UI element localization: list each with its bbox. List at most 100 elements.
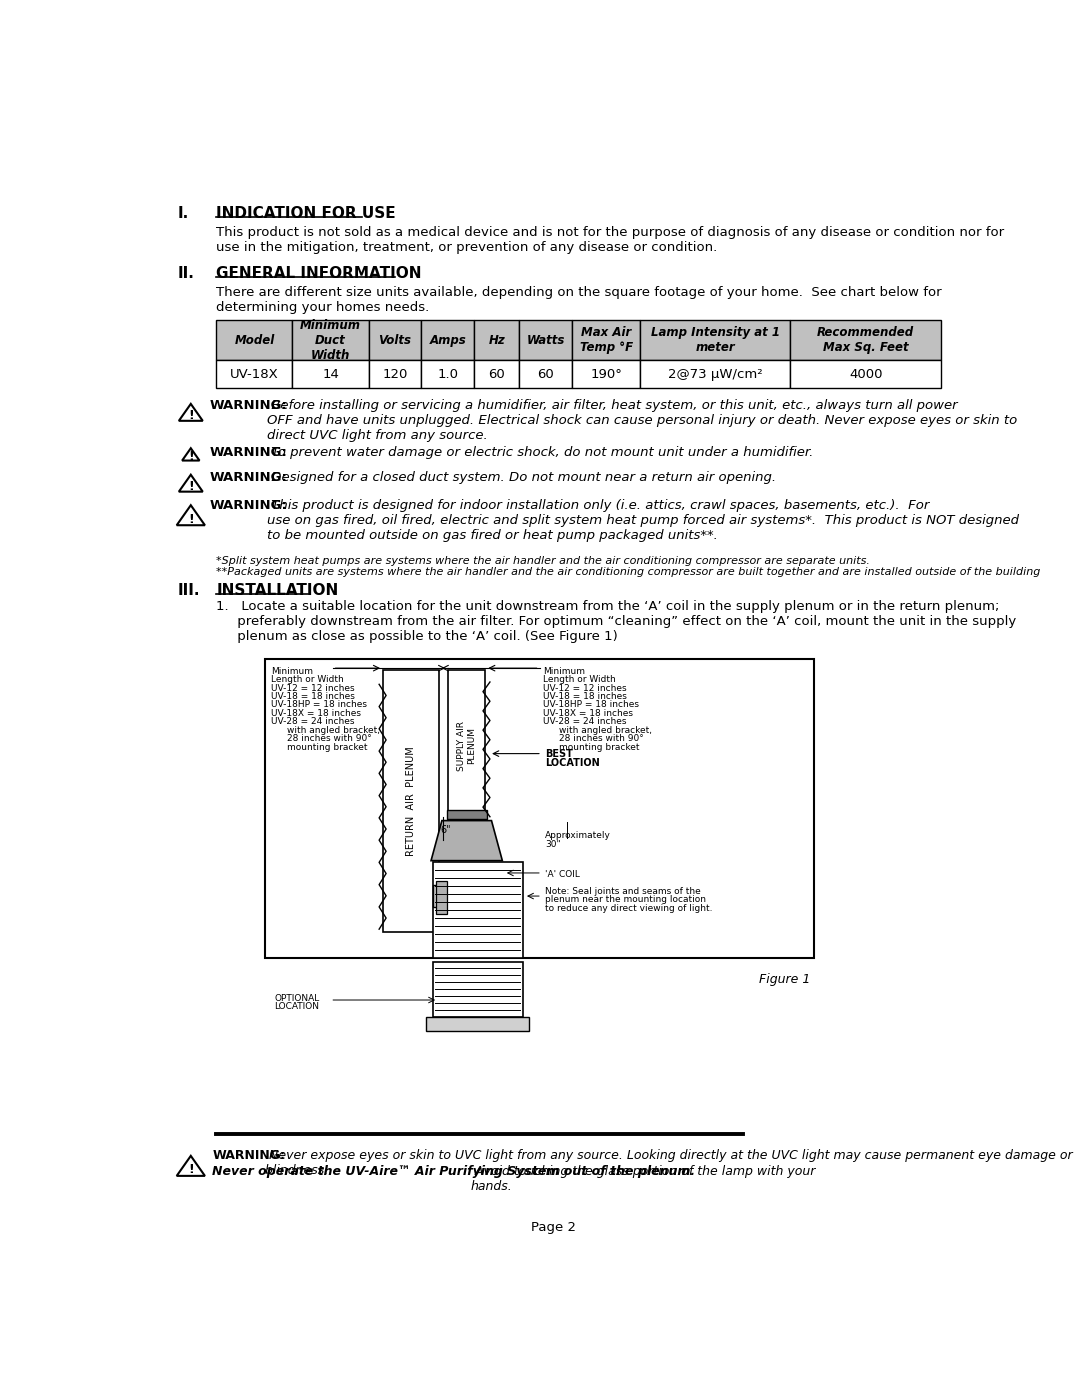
Text: WARNING:: WARNING: xyxy=(210,499,287,511)
Text: 6": 6" xyxy=(441,824,451,835)
Text: There are different size units available, depending on the square footage of you: There are different size units available… xyxy=(216,286,942,314)
Text: III.: III. xyxy=(177,584,200,598)
Text: Never expose eyes or skin to UVC light from any source. Looking directly at the : Never expose eyes or skin to UVC light f… xyxy=(266,1150,1072,1178)
Bar xyxy=(368,360,421,388)
Text: 1.0: 1.0 xyxy=(437,367,458,380)
Bar xyxy=(293,360,368,388)
Text: !: ! xyxy=(188,481,193,493)
Text: Watts: Watts xyxy=(527,334,565,346)
Polygon shape xyxy=(179,404,203,420)
Text: UV-18HP = 18 inches: UV-18HP = 18 inches xyxy=(271,700,367,710)
Bar xyxy=(640,360,791,388)
Polygon shape xyxy=(179,475,203,492)
Bar xyxy=(519,320,572,360)
Bar xyxy=(474,360,519,388)
Bar xyxy=(433,886,438,907)
Bar xyxy=(446,810,487,819)
Bar xyxy=(791,320,941,360)
Bar xyxy=(474,320,519,360)
Bar xyxy=(448,671,485,820)
Text: UV-12 = 12 inches: UV-12 = 12 inches xyxy=(543,683,627,693)
Text: !: ! xyxy=(188,513,193,525)
Text: UV-18HP = 18 inches: UV-18HP = 18 inches xyxy=(543,700,639,710)
Text: 190°: 190° xyxy=(591,367,622,380)
Text: OPTIONAL: OPTIONAL xyxy=(274,993,320,1003)
Text: WARNING:: WARNING: xyxy=(210,398,287,412)
Text: INSTALLATION: INSTALLATION xyxy=(216,584,339,598)
Bar xyxy=(572,320,640,360)
Text: Note: Seal joints and seams of the: Note: Seal joints and seams of the xyxy=(545,887,701,895)
Text: Page 2: Page 2 xyxy=(531,1221,576,1234)
Text: mounting bracket: mounting bracket xyxy=(287,743,367,752)
Bar xyxy=(433,862,523,958)
Text: UV-28 = 24 inches: UV-28 = 24 inches xyxy=(271,718,355,726)
Text: 2@73 μW/cm²: 2@73 μW/cm² xyxy=(667,367,762,380)
Text: Minimum: Minimum xyxy=(271,666,313,676)
Text: 'A' COIL: 'A' COIL xyxy=(545,870,580,879)
Text: Volts: Volts xyxy=(378,334,411,346)
Text: mounting bracket: mounting bracket xyxy=(559,743,639,752)
Bar xyxy=(427,1017,529,1031)
Bar xyxy=(216,320,293,360)
Text: Amps: Amps xyxy=(430,334,467,346)
Bar xyxy=(433,961,523,1017)
Text: !: ! xyxy=(188,409,193,422)
Text: UV-18 = 18 inches: UV-18 = 18 inches xyxy=(543,692,627,701)
Text: 120: 120 xyxy=(382,367,407,380)
Bar xyxy=(435,882,446,914)
Bar xyxy=(421,360,474,388)
Text: Length or Width: Length or Width xyxy=(543,675,617,685)
Text: Lamp Intensity at 1
meter: Lamp Intensity at 1 meter xyxy=(651,326,780,353)
Text: I.: I. xyxy=(177,207,189,221)
Polygon shape xyxy=(183,448,200,461)
Text: plenum near the mounting location: plenum near the mounting location xyxy=(545,895,706,904)
Bar xyxy=(293,320,368,360)
Text: Minimum: Minimum xyxy=(543,666,585,676)
Bar xyxy=(383,671,438,932)
Text: UV-18X = 18 inches: UV-18X = 18 inches xyxy=(271,708,362,718)
Text: WARNING:: WARNING: xyxy=(213,1150,285,1162)
Text: Figure 1: Figure 1 xyxy=(759,974,811,986)
Text: RETURN  AIR  PLENUM: RETURN AIR PLENUM xyxy=(406,746,416,856)
Text: Before installing or servicing a humidifier, air filter, heat system, or this un: Before installing or servicing a humidif… xyxy=(267,398,1017,441)
Bar xyxy=(421,320,474,360)
Text: !: ! xyxy=(188,450,193,464)
Text: Max Air
Temp °F: Max Air Temp °F xyxy=(580,326,633,353)
Text: Minimum
Duct
Width: Minimum Duct Width xyxy=(300,319,361,362)
Text: LOCATION: LOCATION xyxy=(274,1002,320,1011)
Text: INDICATION FOR USE: INDICATION FOR USE xyxy=(216,207,396,221)
Text: UV-28 = 24 inches: UV-28 = 24 inches xyxy=(543,718,626,726)
Text: 14: 14 xyxy=(322,367,339,380)
Text: Never operate the UV-Aire™ Air Purifying System out of the plenum.: Never operate the UV-Aire™ Air Purifying… xyxy=(213,1165,696,1178)
Text: WARNING:: WARNING: xyxy=(210,471,287,483)
Text: II.: II. xyxy=(177,267,194,281)
Text: Recommended
Max Sq. Feet: Recommended Max Sq. Feet xyxy=(818,326,914,353)
Text: 30": 30" xyxy=(545,840,561,849)
Text: This product is designed for indoor installation only (i.e. attics, crawl spaces: This product is designed for indoor inst… xyxy=(267,499,1018,542)
Bar xyxy=(216,360,293,388)
Bar xyxy=(791,360,941,388)
Text: *Split system heat pumps are systems where the air handler and the air condition: *Split system heat pumps are systems whe… xyxy=(216,556,870,566)
Bar xyxy=(640,320,791,360)
Text: BEST: BEST xyxy=(545,749,572,759)
Polygon shape xyxy=(177,1155,205,1176)
Text: LOCATION: LOCATION xyxy=(545,759,599,768)
Text: SUPPLY AIR
PLENUM: SUPPLY AIR PLENUM xyxy=(457,721,476,771)
Text: UV-18X = 18 inches: UV-18X = 18 inches xyxy=(543,708,634,718)
Bar xyxy=(519,360,572,388)
Text: This product is not sold as a medical device and is not for the purpose of diagn: This product is not sold as a medical de… xyxy=(216,226,1004,254)
Polygon shape xyxy=(177,506,205,525)
Text: GENERAL INFORMATION: GENERAL INFORMATION xyxy=(216,267,422,281)
Text: 60: 60 xyxy=(538,367,554,380)
Polygon shape xyxy=(431,820,502,861)
Text: **Packaged units are systems where the air handler and the air conditioning comp: **Packaged units are systems where the a… xyxy=(216,567,1041,577)
Text: 4000: 4000 xyxy=(849,367,882,380)
Text: Avoid touching the glass portion of the lamp with your
hands.: Avoid touching the glass portion of the … xyxy=(471,1165,815,1193)
Text: 1.   Locate a suitable location for the unit downstream from the ‘A’ coil in the: 1. Locate a suitable location for the un… xyxy=(216,601,1016,644)
Text: UV-12 = 12 inches: UV-12 = 12 inches xyxy=(271,683,355,693)
Text: with angled bracket,: with angled bracket, xyxy=(287,726,380,735)
Text: To prevent water damage or electric shock, do not mount unit under a humidifier.: To prevent water damage or electric shoc… xyxy=(267,446,813,458)
Text: UV-18 = 18 inches: UV-18 = 18 inches xyxy=(271,692,355,701)
Bar xyxy=(572,360,640,388)
Text: to reduce any direct viewing of light.: to reduce any direct viewing of light. xyxy=(545,904,713,912)
